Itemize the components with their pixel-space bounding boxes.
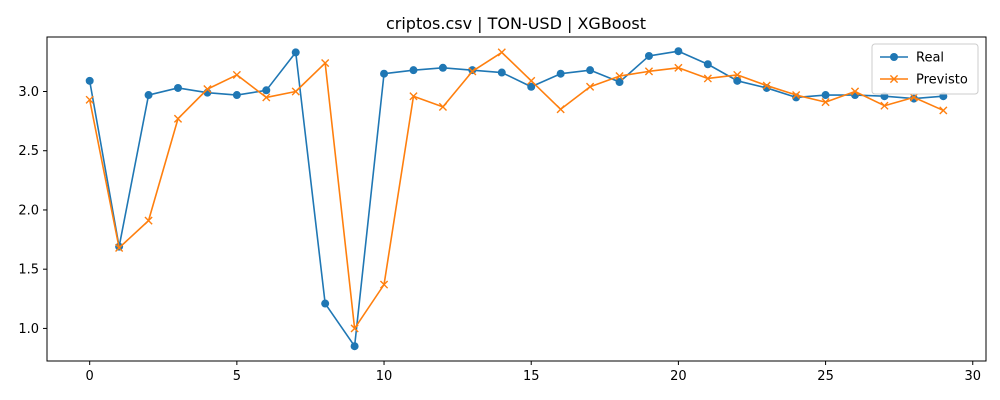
y-tick-label: 1.5	[18, 263, 39, 278]
data-point	[674, 63, 683, 72]
data-point	[85, 76, 94, 85]
x-tick-label: 10	[376, 369, 393, 384]
data-point	[468, 67, 477, 76]
data-point	[115, 243, 124, 252]
legend-marker	[890, 53, 898, 61]
data-point	[792, 90, 801, 100]
data-point	[438, 63, 447, 72]
data-point	[85, 95, 94, 104]
data-point	[409, 66, 418, 75]
data-point	[203, 85, 212, 94]
data-point	[527, 76, 536, 85]
data-point	[173, 83, 182, 92]
series-layer	[85, 47, 948, 351]
axes-layer: 0 5 10 15 20 25 30 1.0 1.5 2.0 2.5 3.0	[18, 85, 981, 384]
data-point	[586, 66, 595, 75]
series-line-previsto	[88, 51, 944, 330]
data-point	[232, 91, 241, 100]
data-point	[350, 324, 359, 333]
data-point	[615, 78, 624, 87]
series-previsto	[85, 48, 948, 333]
data-point	[262, 86, 271, 95]
data-point	[821, 91, 830, 100]
data-point	[585, 82, 595, 91]
data-point	[438, 102, 448, 111]
data-point	[939, 106, 948, 115]
data-point	[556, 69, 565, 78]
y-tick-label: 3.0	[18, 85, 39, 100]
data-point	[173, 114, 183, 123]
x-tick-label: 5	[233, 369, 241, 384]
data-point	[674, 47, 683, 56]
data-point	[733, 70, 742, 80]
data-point	[556, 105, 565, 114]
x-tick-label: 30	[964, 369, 981, 384]
data-point	[497, 68, 506, 77]
data-point	[468, 66, 477, 75]
data-point	[144, 91, 153, 100]
data-point	[350, 342, 359, 351]
data-point	[909, 94, 918, 103]
plot-area	[47, 37, 986, 361]
x-tick-label: 0	[86, 369, 94, 384]
chart-title: criptos.csv | TON-USD | XGBoost	[386, 14, 646, 33]
data-point	[497, 48, 506, 57]
data-point	[880, 101, 889, 110]
data-point	[321, 58, 330, 68]
x-tick-label: 15	[523, 369, 540, 384]
data-point	[733, 76, 742, 85]
data-point	[232, 70, 241, 80]
data-point	[850, 87, 860, 96]
data-point	[703, 74, 712, 83]
data-point	[644, 51, 653, 60]
legend-label: Real	[916, 51, 944, 66]
data-point	[379, 280, 389, 289]
data-point	[291, 48, 300, 57]
y-tick-label: 2.5	[18, 144, 39, 159]
y-tick-label: 1.0	[18, 322, 39, 337]
legend-label: Previsto	[916, 73, 968, 88]
legend: Real Previsto	[871, 43, 979, 95]
data-point	[409, 92, 418, 101]
x-tick-label: 20	[670, 369, 687, 384]
data-point	[821, 98, 830, 107]
y-tick-label: 2.0	[18, 203, 39, 218]
data-point	[644, 67, 654, 76]
data-point	[615, 71, 624, 81]
data-point	[291, 87, 300, 96]
data-point	[527, 82, 536, 91]
data-point	[321, 299, 330, 308]
data-point	[703, 60, 712, 69]
data-point	[762, 81, 771, 90]
data-point	[909, 93, 918, 102]
data-point	[262, 93, 271, 102]
data-point	[144, 216, 153, 225]
legend-marker	[889, 74, 899, 84]
plot-frame	[46, 36, 987, 362]
x-tick-label: 25	[817, 369, 834, 384]
data-point	[380, 69, 389, 78]
